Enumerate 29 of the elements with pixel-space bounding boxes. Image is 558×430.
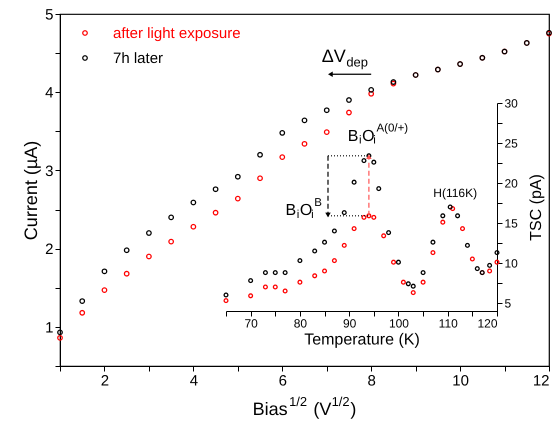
legend-label: 7h later — [113, 50, 164, 67]
x-tick-label: 12 — [532, 372, 550, 390]
y-tick-label: 25 — [504, 136, 518, 150]
x-tick-label: 4 — [190, 372, 198, 390]
y-axis-title: TSC (pA) — [528, 174, 545, 241]
x-tick-label: 100 — [388, 316, 410, 330]
x-tick-label: 8 — [368, 372, 376, 390]
legend-label: after light exposure — [113, 25, 241, 42]
y-tick-label: 30 — [504, 96, 518, 110]
y-tick-label: 1 — [45, 319, 54, 336]
x-tick-label: 70 — [244, 316, 258, 330]
x-axis-title: Temperature (K) — [304, 332, 420, 348]
annotation: H(116K) — [433, 186, 478, 200]
y-tick-label: 10 — [504, 256, 518, 270]
y-tick-label: 3 — [45, 162, 54, 180]
x-tick-label: 90 — [343, 316, 357, 330]
y-tick-label: 20 — [504, 176, 518, 190]
x-tick-label: 110 — [438, 316, 458, 330]
y-tick-label: 5 — [45, 6, 54, 24]
x-tick-label: 120 — [477, 316, 498, 330]
y-tick-label: 5 — [504, 296, 512, 310]
x-tick-label: 80 — [294, 316, 308, 330]
y-tick-label: 15 — [504, 216, 518, 230]
x-tick-label: 2 — [100, 372, 110, 390]
x-tick-label: 10 — [452, 372, 469, 390]
y-tick-label: 4 — [45, 84, 54, 102]
y-axis-title: Current (µA) — [21, 140, 42, 240]
x-tick-label: 6 — [278, 372, 287, 390]
y-tick-label: 2 — [45, 241, 54, 258]
